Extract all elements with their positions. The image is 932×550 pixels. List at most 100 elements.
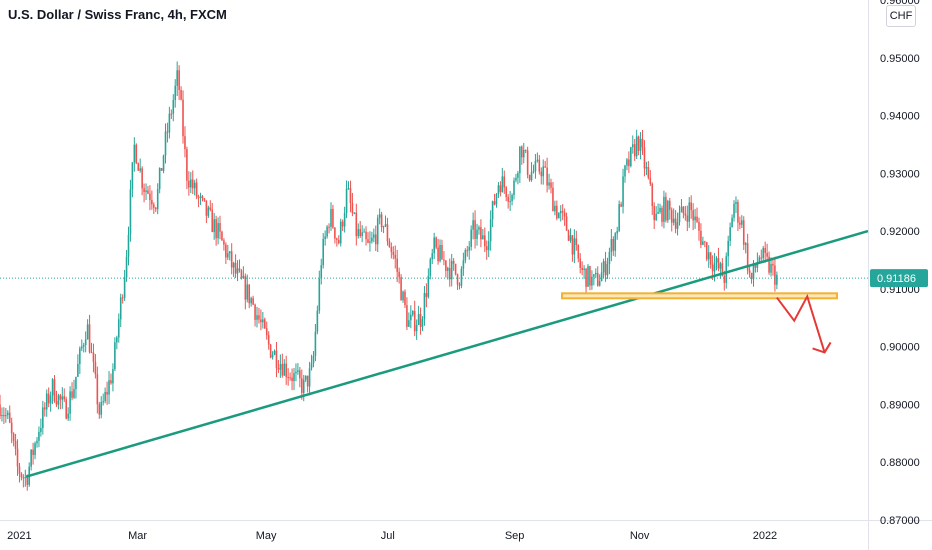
candle-body [641,138,644,148]
candle-body [707,252,710,260]
candle-body [119,297,122,320]
candle-body [8,412,11,423]
candle-body [462,260,465,269]
candle-body [593,274,595,277]
candle-body [143,188,145,192]
candle-body [626,159,628,166]
candle-body [480,227,482,240]
candle-body [437,247,439,262]
candle-body [688,202,691,222]
candle-body [612,238,615,251]
candle-body [670,209,673,223]
currency-button[interactable]: CHF [886,5,916,27]
candle-body [279,363,282,370]
candle-body [589,266,591,286]
candle-body [435,237,437,248]
candle-body [310,363,313,369]
candle-body [466,250,469,252]
candle-body [182,99,184,137]
projection-arrow[interactable] [776,293,826,353]
candle-body [71,391,73,398]
candle-body [417,314,420,325]
candle-body [369,241,371,243]
candle-body [42,407,44,429]
candle-body [55,401,58,405]
candle-body [544,166,546,168]
candle-body [94,361,97,375]
candle-body [160,168,163,171]
candle-body [283,363,286,376]
candle-body [34,443,36,455]
candle-body [406,305,408,327]
candle-body [345,188,348,214]
candle-body [337,239,340,244]
candle-body [250,298,252,304]
candle-body [647,167,650,178]
candle-body [90,352,93,354]
candle-body [439,245,441,262]
candle-body [191,179,194,189]
candle-body [456,274,459,285]
candle-body [752,264,755,280]
candle-body [236,268,239,274]
candle-body [441,245,443,260]
x-tick-label: 2021 [7,530,31,542]
candle-body [748,270,751,273]
candle-body [394,254,397,259]
candle-body [127,234,130,257]
ascending-trendline[interactable] [25,229,869,478]
candle-body [145,190,147,192]
candle-body [672,218,675,223]
candle-body [413,310,416,332]
candle-body [713,262,716,272]
candle-body [5,415,7,417]
candle-body [423,293,426,320]
candle-body [271,354,274,358]
candle-body [526,150,529,175]
candle-body [766,252,768,257]
candle-body [411,310,414,315]
candle-body [733,203,735,218]
candle-body [633,144,636,157]
candle-body [57,395,60,405]
candle-body [445,260,447,271]
candle-body [602,261,605,273]
candle-body [82,344,85,347]
candle-body [96,374,99,405]
candle-body [219,223,221,232]
candle-body [741,220,743,225]
candle-body [499,185,502,193]
candle-body [653,206,655,221]
candle-body [571,235,574,255]
candle-body [550,182,552,188]
candle-body [197,197,200,199]
candle-body [320,265,323,279]
candle-body [347,188,350,190]
candle-body [721,263,724,277]
candle-body [285,363,288,378]
y-tick-label: 0.90000 [880,342,920,354]
candle-body [374,234,377,245]
candle-body [98,404,101,415]
candle-body [312,355,315,364]
candle-body [468,246,471,251]
candle-body [700,230,702,245]
candle-body [705,242,708,260]
candle-body [201,196,204,199]
candle-body [281,363,284,376]
candle-body [495,193,498,205]
candle-body [637,136,640,151]
candle-body [505,187,508,198]
candle-body [744,243,747,245]
candle-body [77,363,79,377]
candle-body [556,205,558,219]
support-zone[interactable] [561,292,838,300]
candle-body [176,70,178,86]
candle-body [735,202,737,204]
candle-body [328,226,330,228]
candle-body [38,431,40,441]
candle-body [207,207,210,216]
candle-body [129,189,132,235]
candle-body [351,203,354,214]
